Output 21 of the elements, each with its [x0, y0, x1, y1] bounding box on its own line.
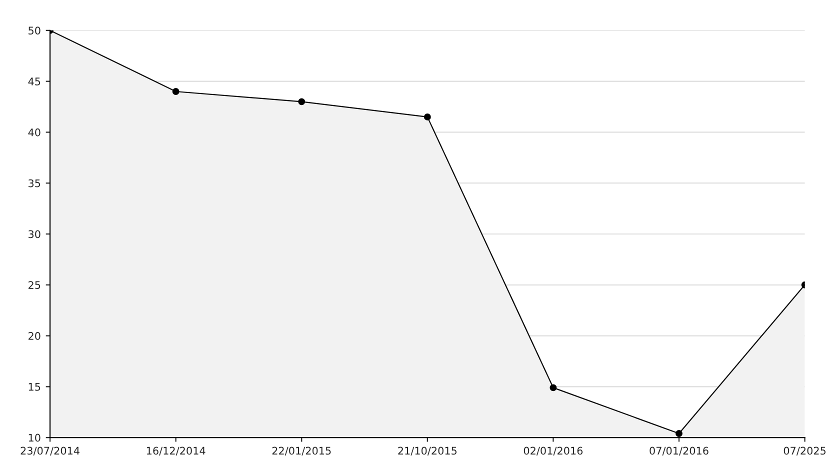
point	[172, 88, 180, 95]
y-tick-label: 45	[28, 78, 40, 86]
x-tick-label: 07/01/2016	[650, 446, 708, 456]
y-tick-label: 15	[28, 383, 40, 391]
point	[550, 384, 557, 392]
point	[676, 430, 682, 437]
x-tick-label: 07/2025	[784, 446, 826, 456]
x-tick-label: 16/12/2014	[146, 446, 206, 456]
y-tick-label: 25	[28, 281, 40, 289]
y-tick-label: 40	[28, 128, 40, 136]
point	[298, 98, 306, 106]
x-tick-label: 22/01/2015	[272, 446, 331, 456]
y-tick-label: 35	[28, 179, 40, 188]
x-tick-label: 02/01/2016	[524, 446, 583, 456]
y-tick-label: 30	[28, 230, 40, 238]
y-tick-label: 50	[28, 26, 40, 35]
x-tick-label: 23/07/2014	[20, 446, 80, 456]
y-tick-label: 20	[28, 332, 40, 340]
point	[424, 113, 431, 120]
x-tick-label: 21/10/2015	[398, 446, 457, 456]
y-tick-label: 10	[28, 434, 40, 442]
